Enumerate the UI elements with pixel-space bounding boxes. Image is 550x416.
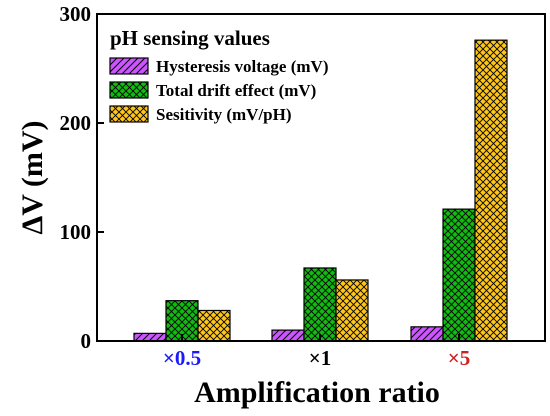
y-tick-label: 100 bbox=[60, 220, 92, 244]
y-tick-label: 200 bbox=[60, 111, 92, 135]
bar-hatch bbox=[272, 330, 304, 341]
legend: pH sensing values Hysteresis voltage (mV… bbox=[109, 26, 328, 124]
x-tick-label: ×1 bbox=[309, 346, 331, 370]
legend-swatch-hatch bbox=[110, 58, 148, 74]
x-axis-title: Amplification ratio bbox=[194, 376, 440, 409]
legend-title: pH sensing values bbox=[110, 26, 270, 50]
bar-hatch bbox=[304, 267, 336, 341]
y-tick-label: 0 bbox=[81, 329, 92, 353]
legend-label-2: Total drift effect (mV) bbox=[156, 81, 316, 100]
bar-hatch bbox=[336, 279, 368, 341]
legend-swatch-hatch bbox=[110, 82, 148, 98]
y-tick-label: 300 bbox=[60, 2, 92, 26]
bar-hatch bbox=[475, 40, 507, 341]
legend-label-3: Sesitivity (mV/pH) bbox=[156, 105, 292, 124]
bar-hatch bbox=[443, 209, 475, 341]
bar-hatch bbox=[134, 333, 166, 341]
x-tick-label: ×5 bbox=[448, 346, 470, 370]
y-axis-ticks: 0 100 200 300 bbox=[60, 2, 104, 353]
legend-label-1: Hysteresis voltage (mV) bbox=[156, 57, 328, 76]
bar-hatch bbox=[411, 326, 443, 341]
x-axis-ticks: ×0.5 ×1 ×5 bbox=[163, 334, 470, 370]
y-axis-title: ΔV (mV) bbox=[16, 120, 49, 234]
legend-swatch-hatch bbox=[110, 106, 148, 122]
bar-hatch bbox=[198, 310, 230, 341]
x-tick-label: ×0.5 bbox=[163, 346, 201, 370]
